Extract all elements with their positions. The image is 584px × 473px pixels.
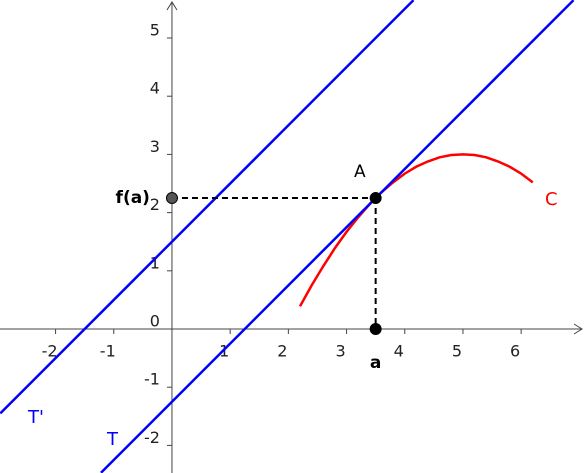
y-tick-label: 0 [150, 312, 160, 331]
x-tick-label: -2 [42, 342, 58, 361]
curve [0, 0, 415, 415]
x-tick-label: 6 [510, 342, 520, 361]
y-axis-arrow [166, 1, 178, 11]
point-label: f(a) [116, 188, 150, 208]
y-tick-label: -2 [144, 428, 160, 447]
point [165, 192, 178, 205]
point-label: a [370, 353, 381, 373]
series-label: C [545, 189, 558, 210]
y-tick-label: 3 [150, 137, 160, 156]
y-tick-label: 1 [150, 253, 160, 272]
point [369, 192, 382, 205]
x-tick-label: 5 [452, 342, 462, 361]
point [369, 323, 382, 336]
y-tick-label: 5 [150, 21, 160, 40]
x-tick-label: 3 [335, 342, 345, 361]
y-tick-label: 2 [150, 195, 160, 214]
series-label: T' [27, 407, 44, 428]
x-tick-label: 2 [277, 342, 287, 361]
y-tick-label: 4 [150, 79, 160, 98]
y-tick-label: -1 [144, 370, 160, 389]
curve [298, 153, 534, 307]
x-tick-label: -1 [100, 342, 116, 361]
x-tick-label: 4 [394, 342, 404, 361]
curve [100, 0, 575, 473]
x-axis-arrow [573, 323, 583, 335]
series-label: T [106, 429, 119, 450]
point-label: A [354, 162, 366, 182]
